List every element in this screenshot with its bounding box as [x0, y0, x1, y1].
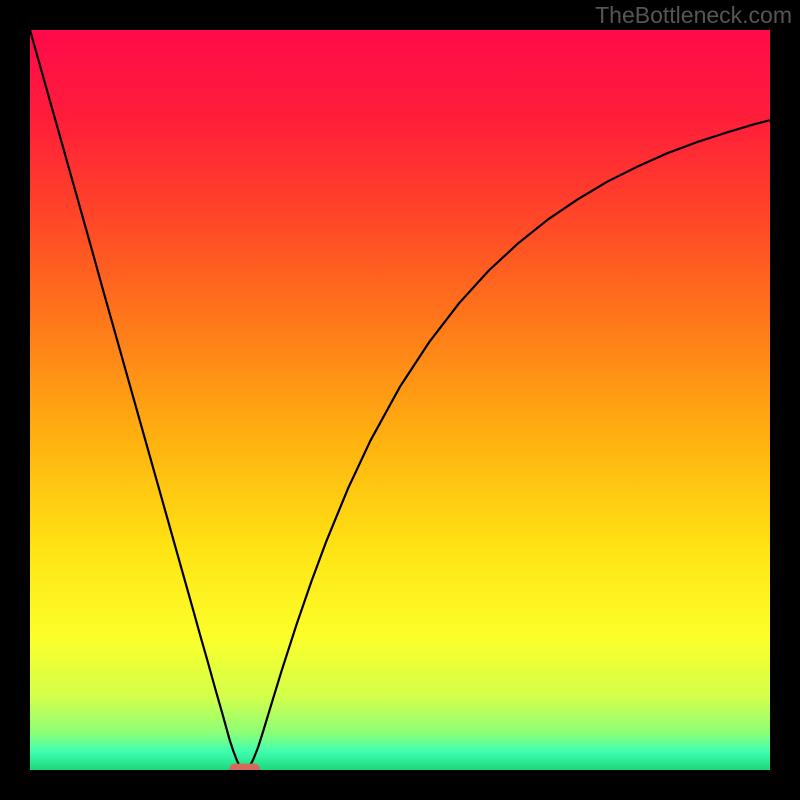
optimal-point-marker — [230, 764, 260, 770]
gradient-background — [30, 30, 770, 770]
chart-container: TheBottleneck.com — [0, 0, 800, 800]
chart-svg — [30, 30, 770, 770]
plot-area — [30, 30, 770, 770]
watermark-text: TheBottleneck.com — [595, 2, 792, 29]
